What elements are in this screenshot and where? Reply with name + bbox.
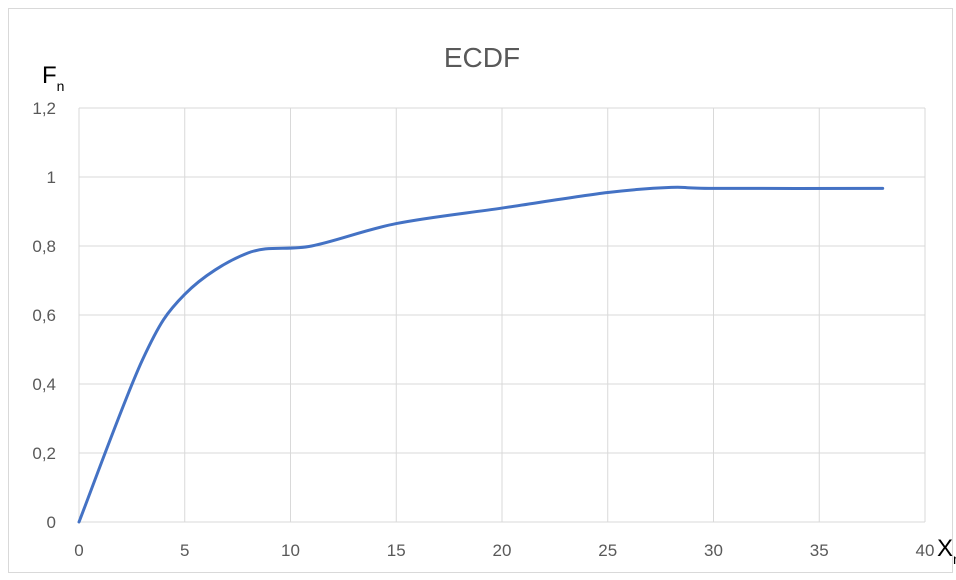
y-tick-label: 1 (47, 168, 56, 187)
ecdf-line (77, 185, 885, 524)
chart-area (8, 8, 953, 573)
x-tick-label: 10 (281, 541, 300, 560)
x-tick-label: 5 (180, 541, 189, 560)
y-tick-label: 0,6 (32, 306, 56, 325)
y-tick-label: 0,4 (32, 375, 56, 394)
x-tick-label: 35 (810, 541, 829, 560)
chart-title: ECDF (444, 42, 520, 73)
x-tick-label: 25 (598, 541, 617, 560)
series-layer (77, 185, 885, 524)
y-tick-label: 0 (47, 513, 56, 532)
x-tick-label: 20 (493, 541, 512, 560)
x-tick-label: 30 (704, 541, 723, 560)
y-tick-label: 0,2 (32, 444, 56, 463)
tick-labels: 0 5 10 15 20 25 30 35 40 0 0,2 0,4 0,6 0,8 1 1,2 (32, 99, 934, 560)
y-axis-title: Fn (42, 62, 64, 94)
y-tick-label: 1,2 (32, 99, 56, 118)
x-axis-title: Xn (937, 535, 956, 567)
x-tick-label: 0 (74, 541, 83, 560)
x-tick-label: 15 (387, 541, 406, 560)
gridlines (78, 107, 926, 523)
x-tick-label: 40 (916, 541, 935, 560)
y-tick-label: 0,8 (32, 237, 56, 256)
